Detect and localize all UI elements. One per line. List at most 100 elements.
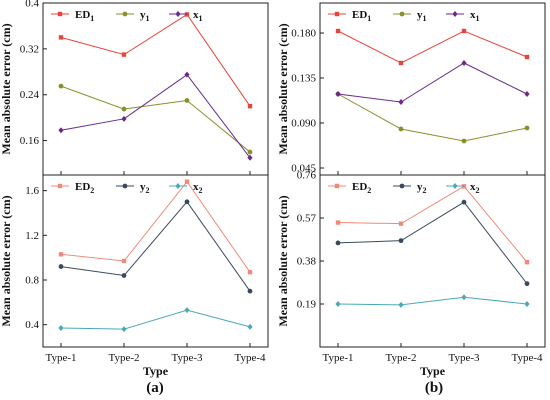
series-line-y1 (337, 93, 528, 142)
y-tick-label: 0.32 (20, 43, 39, 55)
legend-swatch-marker (122, 183, 128, 189)
legend-entry-x2: x2 (193, 181, 203, 195)
data-point (398, 301, 404, 308)
legend-entry-x2: x2 (470, 181, 480, 195)
data-point (524, 91, 530, 97)
data-point (461, 138, 467, 144)
legend-entry-ed2: ED2 (75, 181, 94, 195)
data-point (335, 301, 341, 307)
series-line-ed1 (60, 13, 251, 107)
y-tick-label: 0.16 (20, 135, 40, 147)
series-line-x2 (337, 296, 528, 306)
data-point (247, 323, 253, 330)
data-point (184, 307, 190, 314)
data-point (121, 273, 127, 278)
legend-entry-x1: x1 (193, 9, 203, 23)
y-tick-label: 0.38 (297, 256, 317, 268)
data-point (121, 258, 127, 264)
legend-entry-ed2: ED2 (352, 181, 371, 195)
x-tick-label: Type-4 (235, 352, 266, 364)
data-point (461, 28, 467, 34)
series-line-ed2 (60, 180, 251, 273)
data-point (58, 264, 64, 269)
legend-entry-x1: x1 (470, 9, 480, 23)
x-tick-label: Type-4 (512, 352, 543, 364)
plot-frame (319, 174, 546, 348)
plot-frame (319, 2, 546, 176)
data-point (398, 60, 404, 66)
series-line-x1 (60, 73, 251, 159)
legend-swatch-marker (399, 11, 405, 17)
data-point (398, 221, 404, 226)
data-point (247, 149, 253, 155)
y-tick-label: 0.090 (291, 118, 316, 130)
data-point (121, 115, 127, 122)
x-tick-label: Type-2 (386, 352, 417, 364)
data-point (398, 238, 404, 244)
series-line-ed1 (337, 30, 528, 64)
data-point (524, 54, 530, 60)
data-point (58, 83, 64, 89)
data-point (184, 179, 190, 184)
legend-swatch-marker (57, 183, 63, 189)
legend-entry-y1: y1 (140, 9, 150, 23)
data-point (335, 240, 341, 246)
plot-frame (42, 2, 269, 176)
data-point (121, 52, 127, 57)
y-tick-label: 0.135 (291, 73, 316, 85)
legend-swatch-marker (452, 11, 458, 17)
y-tick-label: 1.2 (25, 230, 39, 242)
data-point (247, 269, 253, 275)
series-line-x1 (337, 62, 528, 103)
x-tick-label: Type-3 (449, 352, 480, 364)
legend-swatch-marker (175, 11, 181, 17)
legend-swatch-marker (175, 183, 181, 189)
legend-entry-y2: y2 (140, 181, 150, 195)
y-tick-label: 0.24 (20, 89, 40, 101)
legend-swatch-marker (57, 11, 63, 17)
x-axis-title: Type (143, 364, 169, 378)
y-tick-label: 0.4 (25, 0, 39, 10)
chart-panel-bottom-right: 0.19 0.38 0.57 0.76 Type-1 Type-2 Type-3 Type-4… (276, 170, 546, 378)
data-point (58, 252, 64, 257)
legend-swatch-marker (334, 11, 340, 17)
data-point (335, 28, 341, 34)
y-axis-title: Mean absolute error (cm) (276, 23, 290, 154)
data-point (58, 325, 64, 332)
data-point (184, 98, 190, 103)
x-tick-label: Type-2 (109, 352, 140, 364)
legend-swatch-marker (334, 183, 340, 189)
legend-entry-ed1: ED1 (352, 9, 371, 23)
panel-label-a: (a) (146, 380, 164, 396)
legend-swatch-marker (122, 11, 128, 17)
y-tick-label: 0.180 (291, 28, 316, 40)
data-point (524, 281, 530, 287)
data-point (461, 294, 467, 301)
data-point (398, 126, 404, 132)
plot-frame (42, 174, 269, 348)
data-point (121, 326, 127, 333)
data-point (247, 154, 253, 161)
y-tick-label: 0.57 (297, 213, 317, 225)
y-tick-label: 0.045 (291, 163, 316, 175)
data-point (461, 199, 467, 205)
data-point (335, 91, 341, 97)
y-tick-label: 0.8 (25, 274, 39, 286)
data-point (461, 60, 467, 66)
y-axis-title: Mean absolute error (cm) (276, 195, 290, 326)
y-axis-title: Mean absolute error (cm) (0, 23, 13, 154)
data-point (58, 35, 64, 40)
series-line-y2 (337, 201, 528, 284)
y-tick-label: 0.76 (297, 170, 317, 182)
data-point (58, 127, 64, 134)
data-point (184, 71, 190, 78)
y-tick-label: 0.19 (297, 299, 317, 311)
y-axis-title: Mean absolute error (cm) (0, 195, 13, 326)
data-point (524, 259, 530, 265)
data-point (247, 104, 253, 109)
x-axis-title: Type (420, 364, 446, 378)
data-point (524, 301, 530, 307)
x-tick-label: Type-1 (323, 352, 354, 364)
legend-swatch-marker (452, 183, 458, 189)
